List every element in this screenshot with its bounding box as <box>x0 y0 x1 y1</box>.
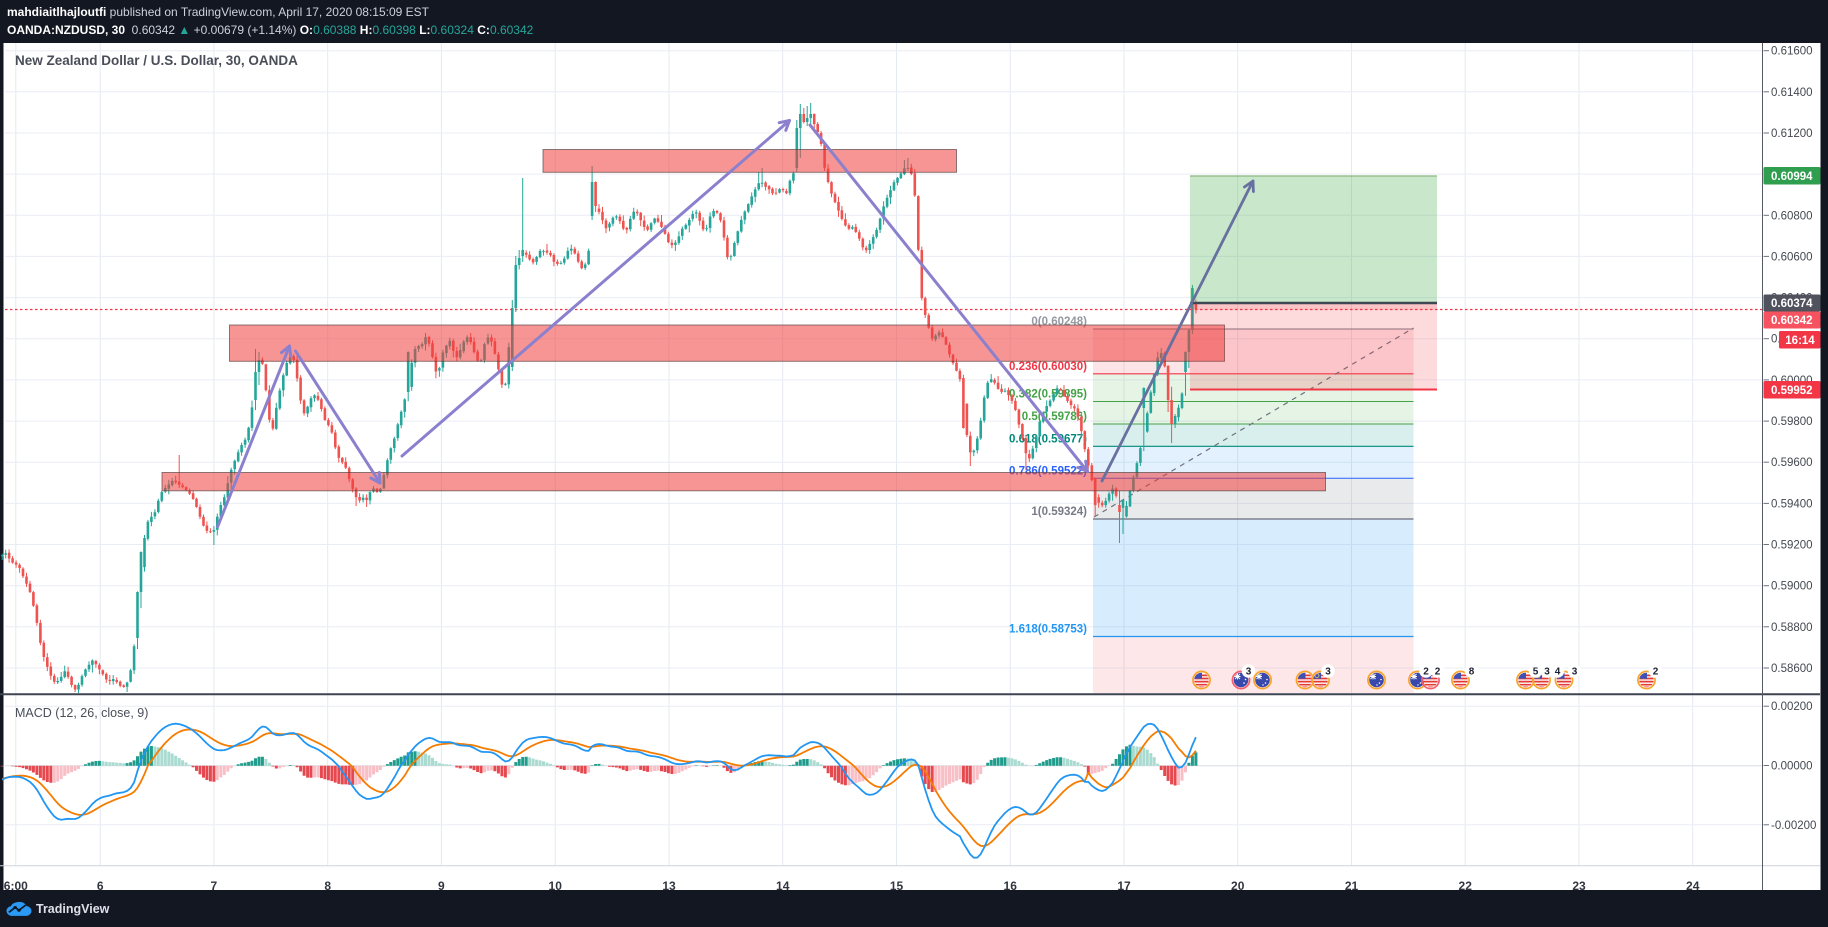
svg-text:0.236(0.60030): 0.236(0.60030) <box>1009 361 1087 373</box>
svg-text:3: 3 <box>1246 667 1252 678</box>
svg-text:0.59000: 0.59000 <box>1771 581 1813 593</box>
svg-text:8: 8 <box>324 879 331 893</box>
svg-text:4: 4 <box>1555 667 1561 678</box>
svg-text:20: 20 <box>1231 879 1245 893</box>
svg-text:21: 21 <box>1345 879 1359 893</box>
svg-text:0.59600: 0.59600 <box>1771 457 1813 469</box>
svg-text:0.59400: 0.59400 <box>1771 498 1813 510</box>
svg-text:2: 2 <box>1435 667 1441 678</box>
svg-text:TradingView: TradingView <box>36 902 110 916</box>
svg-text:0.59952: 0.59952 <box>1771 385 1813 397</box>
svg-text:0.58800: 0.58800 <box>1771 622 1813 634</box>
svg-text:6: 6 <box>97 879 104 893</box>
svg-text:1(0.59324): 1(0.59324) <box>1031 506 1087 518</box>
svg-text:3: 3 <box>1572 667 1578 678</box>
svg-text:6:00: 6:00 <box>4 879 28 893</box>
svg-text:23: 23 <box>1572 879 1586 893</box>
svg-text:3: 3 <box>1544 667 1550 678</box>
svg-text:2: 2 <box>1423 667 1429 678</box>
svg-text:0.00000: 0.00000 <box>1771 761 1813 773</box>
svg-text:0.60600: 0.60600 <box>1771 251 1813 263</box>
svg-text:New Zealand Dollar / U.S. Doll: New Zealand Dollar / U.S. Dollar, 30, OA… <box>15 53 298 68</box>
svg-text:0.59200: 0.59200 <box>1771 540 1813 552</box>
svg-text:10: 10 <box>549 879 563 893</box>
svg-text:-0.00200: -0.00200 <box>1771 820 1816 832</box>
svg-text:16:14: 16:14 <box>1785 335 1815 347</box>
svg-text:9: 9 <box>438 879 445 893</box>
svg-text:7: 7 <box>211 879 218 893</box>
svg-text:0.61200: 0.61200 <box>1771 128 1813 140</box>
svg-text:5: 5 <box>1533 667 1539 678</box>
svg-text:16: 16 <box>1004 879 1018 893</box>
svg-text:0.58600: 0.58600 <box>1771 663 1813 675</box>
svg-text:0.60994: 0.60994 <box>1771 171 1813 183</box>
svg-text:13: 13 <box>662 879 676 893</box>
svg-text:0.59800: 0.59800 <box>1771 416 1813 428</box>
svg-text:0.60374: 0.60374 <box>1771 298 1813 310</box>
svg-text:0.60800: 0.60800 <box>1771 210 1813 222</box>
svg-text:14: 14 <box>776 879 790 893</box>
svg-text:15: 15 <box>890 879 904 893</box>
svg-text:0.60342: 0.60342 <box>1771 315 1813 327</box>
svg-text:0.5(0.59786): 0.5(0.59786) <box>1022 411 1087 423</box>
svg-text:0.00200: 0.00200 <box>1771 701 1813 713</box>
svg-text:0.61600: 0.61600 <box>1771 46 1813 58</box>
svg-text:MACD (12, 26, close, 9): MACD (12, 26, close, 9) <box>15 706 148 720</box>
svg-text:0.618(0.59677): 0.618(0.59677) <box>1009 433 1087 445</box>
svg-text:17: 17 <box>1117 879 1131 893</box>
svg-text:22: 22 <box>1459 879 1473 893</box>
svg-text:2: 2 <box>1653 667 1659 678</box>
svg-text:8: 8 <box>1469 667 1475 678</box>
svg-text:0.61400: 0.61400 <box>1771 87 1813 99</box>
svg-text:24: 24 <box>1686 879 1700 893</box>
svg-text:1.618(0.58753): 1.618(0.58753) <box>1009 624 1087 636</box>
svg-text:3: 3 <box>1325 667 1331 678</box>
